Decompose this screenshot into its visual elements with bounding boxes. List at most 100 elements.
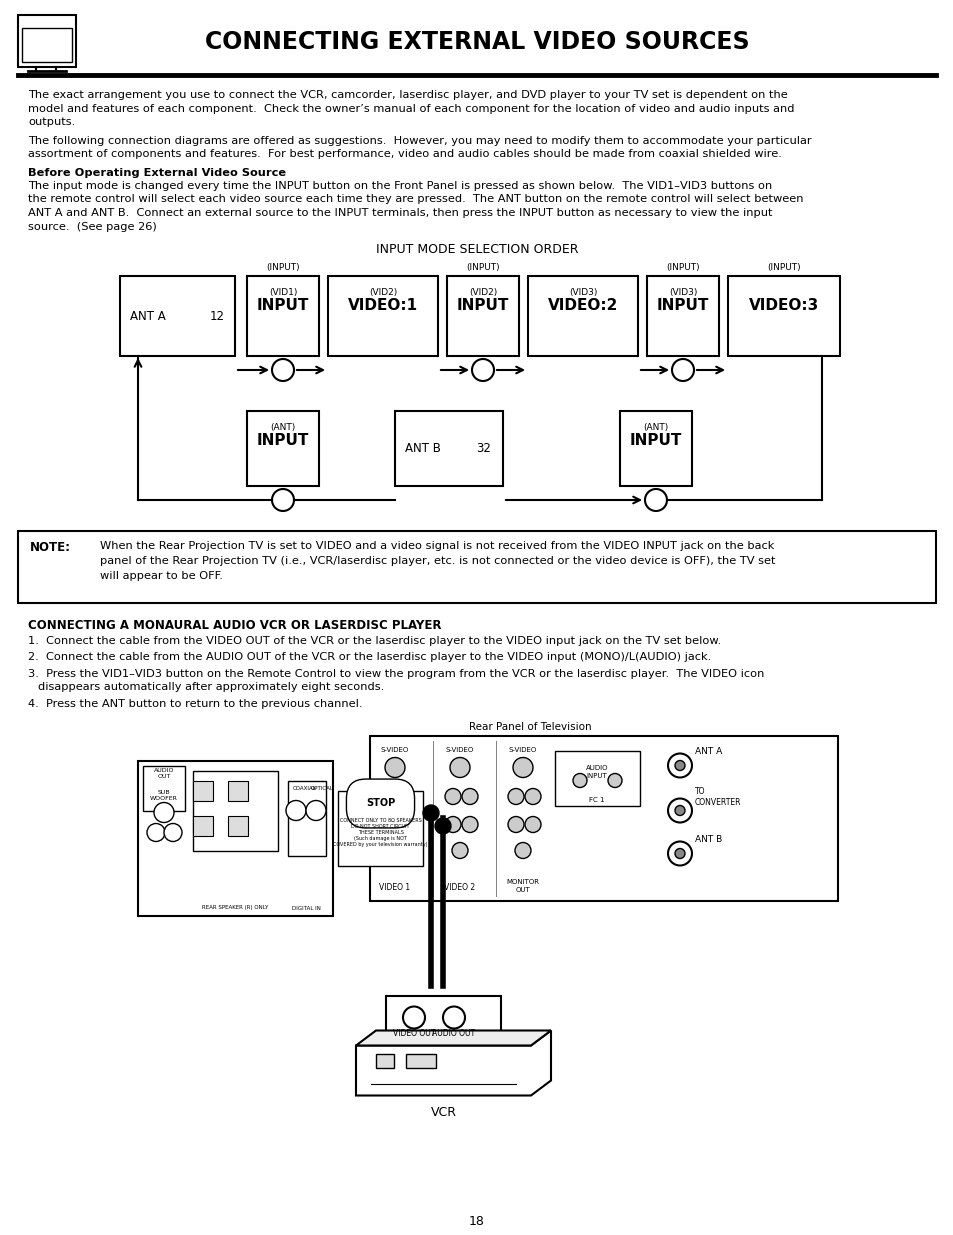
Bar	[18, 15, 76, 67]
Circle shape	[379, 788, 395, 804]
Text: 12: 12	[210, 310, 225, 322]
Text: STOP: STOP	[366, 799, 395, 809]
Bar	[337, 790, 422, 866]
Circle shape	[461, 816, 477, 832]
Bar	[527, 275, 638, 356]
Bar	[386, 995, 500, 1041]
Text: VIDEO 1: VIDEO 1	[379, 883, 410, 893]
Circle shape	[461, 788, 477, 804]
Bar	[447, 275, 518, 356]
Circle shape	[164, 824, 182, 841]
Text: The following connection diagrams are offered as suggestions.  However, you may : The following connection diagrams are of…	[28, 136, 811, 146]
Bar	[18, 531, 935, 603]
Text: model and features of each component.  Check the owner’s manual of each componen: model and features of each component. Ch…	[28, 104, 794, 114]
Circle shape	[507, 816, 523, 832]
Text: SUB
WOOFER: SUB WOOFER	[150, 790, 178, 802]
Circle shape	[515, 842, 531, 858]
Text: INPUT: INPUT	[629, 433, 681, 448]
Text: CONNECT ONLY TO 8Ω SPEAKERS
DO NOT SHORT CIRCUIT
THESE TERMINALS
(Such damage is: CONNECT ONLY TO 8Ω SPEAKERS DO NOT SHORT…	[333, 819, 427, 847]
Text: 3.  Press the VID1–VID3 button on the Remote Control to view the program from th: 3. Press the VID1–VID3 button on the Rem…	[28, 669, 763, 679]
Text: VIDEO:1: VIDEO:1	[348, 298, 417, 312]
Circle shape	[667, 841, 691, 866]
Text: (VID2): (VID2)	[468, 288, 497, 296]
Text: (INPUT): (INPUT)	[665, 263, 700, 272]
Text: NOTE:: NOTE:	[30, 541, 71, 555]
Text: VIDEO 2: VIDEO 2	[444, 883, 475, 893]
Text: ANT B: ANT B	[695, 836, 721, 845]
Circle shape	[524, 788, 540, 804]
Circle shape	[385, 757, 405, 778]
Circle shape	[147, 824, 165, 841]
Text: INPUT: INPUT	[256, 433, 309, 448]
Circle shape	[667, 799, 691, 823]
Circle shape	[667, 753, 691, 778]
Bar	[193, 815, 213, 836]
Bar	[120, 275, 234, 356]
Text: (INPUT): (INPUT)	[466, 263, 499, 272]
Circle shape	[435, 818, 451, 834]
Text: VIDEO OUT: VIDEO OUT	[393, 1029, 435, 1037]
Text: (INPUT): (INPUT)	[266, 263, 299, 272]
Text: ANT A: ANT A	[130, 310, 166, 322]
Circle shape	[444, 816, 460, 832]
Bar	[395, 411, 502, 487]
Text: S-VIDEO: S-VIDEO	[380, 747, 409, 753]
Text: VIDEO:3: VIDEO:3	[748, 298, 819, 312]
Text: (ANT): (ANT)	[642, 424, 668, 432]
Bar	[138, 761, 333, 915]
Text: assortment of components and features.  For best performance, video and audio ca: assortment of components and features. F…	[28, 149, 781, 159]
Circle shape	[442, 1007, 464, 1029]
Circle shape	[671, 359, 693, 382]
Text: source.  (See page 26): source. (See page 26)	[28, 221, 156, 231]
Text: (VID3): (VID3)	[568, 288, 597, 296]
Text: AUDIO
OUT: AUDIO OUT	[153, 768, 174, 779]
Circle shape	[402, 1007, 424, 1029]
Circle shape	[379, 816, 395, 832]
Circle shape	[573, 773, 586, 788]
Text: INPUT: INPUT	[256, 298, 309, 312]
Text: Before Operating External Video Source: Before Operating External Video Source	[28, 168, 286, 178]
Circle shape	[644, 489, 666, 511]
Text: FC 1: FC 1	[589, 797, 604, 803]
Bar	[193, 771, 277, 851]
Text: CONNECTING EXTERNAL VIDEO SOURCES: CONNECTING EXTERNAL VIDEO SOURCES	[205, 30, 748, 54]
Bar	[646, 275, 719, 356]
Circle shape	[513, 757, 533, 778]
Text: REAR SPEAKER (R) ONLY: REAR SPEAKER (R) ONLY	[202, 905, 268, 910]
Circle shape	[675, 761, 684, 771]
Circle shape	[272, 359, 294, 382]
Bar	[288, 781, 326, 856]
Text: 4.  Press the ANT button to return to the previous channel.: 4. Press the ANT button to return to the…	[28, 699, 362, 709]
Text: MONITOR
OUT: MONITOR OUT	[506, 879, 539, 893]
Bar	[375, 1053, 394, 1067]
Circle shape	[396, 788, 413, 804]
Text: S-VIDEO: S-VIDEO	[445, 747, 474, 753]
Bar	[193, 781, 213, 800]
Bar	[22, 28, 71, 62]
Text: 1.  Connect the cable from the VIDEO OUT of the VCR or the laserdisc player to t: 1. Connect the cable from the VIDEO OUT …	[28, 636, 720, 646]
Circle shape	[675, 805, 684, 815]
Bar	[555, 751, 639, 805]
Text: disappears automatically after approximately eight seconds.: disappears automatically after approxima…	[38, 683, 384, 693]
Text: panel of the Rear Projection TV (i.e., VCR/laserdisc player, etc. is not connect: panel of the Rear Projection TV (i.e., V…	[100, 556, 775, 566]
Text: will appear to be OFF.: will appear to be OFF.	[100, 571, 223, 580]
Circle shape	[675, 848, 684, 858]
Bar	[406, 1053, 436, 1067]
Circle shape	[306, 800, 326, 820]
Text: (INPUT): (INPUT)	[766, 263, 800, 272]
Text: ANT B: ANT B	[405, 442, 440, 454]
Text: VIDEO:2: VIDEO:2	[547, 298, 618, 312]
Circle shape	[272, 489, 294, 511]
Bar	[247, 411, 318, 487]
Bar	[619, 411, 691, 487]
Text: The input mode is changed every time the INPUT button on the Front Panel is pres: The input mode is changed every time the…	[28, 182, 771, 191]
Text: outputs.: outputs.	[28, 117, 75, 127]
Bar	[228, 815, 248, 836]
Text: Rear Panel of Television: Rear Panel of Television	[468, 721, 591, 731]
Text: S-VIDEO: S-VIDEO	[508, 747, 537, 753]
Text: (VID2): (VID2)	[369, 288, 396, 296]
Bar	[370, 736, 837, 900]
Circle shape	[387, 842, 402, 858]
Text: VCR: VCR	[430, 1105, 456, 1119]
Text: (VID3): (VID3)	[668, 288, 697, 296]
